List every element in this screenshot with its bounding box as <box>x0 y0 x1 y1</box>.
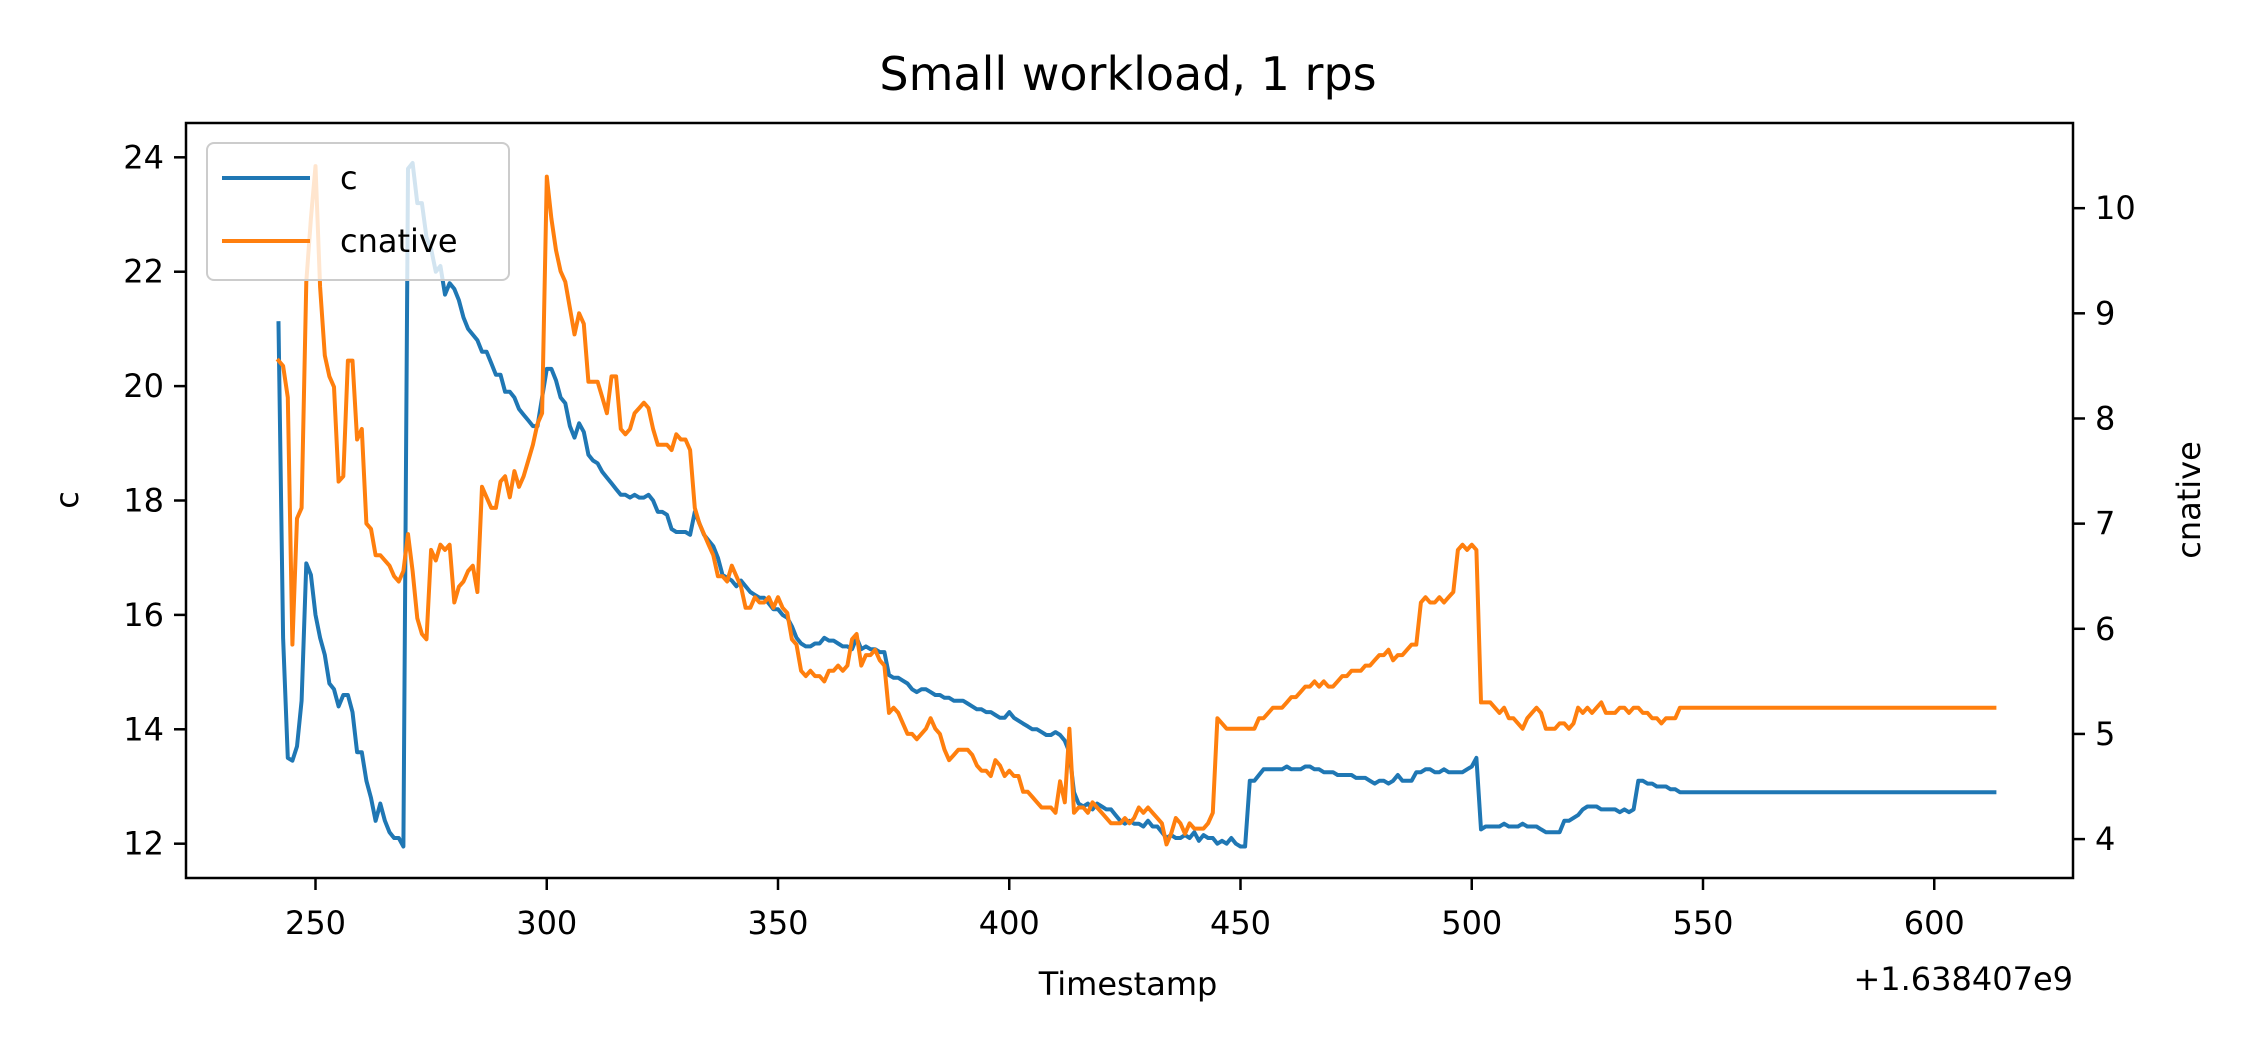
left-y-axis-ticks: 12 14 16 18 20 22 24 <box>123 138 186 863</box>
legend-label-cnative: cnative <box>340 222 458 260</box>
x-tick-label: 300 <box>516 904 577 942</box>
right-y-tick-label: 8 <box>2095 399 2115 437</box>
legend-label-c: c <box>340 159 358 197</box>
x-tick-label: 350 <box>747 904 808 942</box>
left-y-axis-label: c <box>48 491 86 509</box>
left-y-tick-label: 12 <box>123 825 164 863</box>
left-y-tick-label: 14 <box>123 710 164 748</box>
right-y-tick-label: 7 <box>2095 505 2115 543</box>
right-y-tick-label: 6 <box>2095 610 2115 648</box>
left-y-tick-label: 24 <box>123 138 164 176</box>
x-tick-label: 500 <box>1441 904 1502 942</box>
left-y-tick-label: 20 <box>123 367 164 405</box>
right-y-tick-label: 4 <box>2095 820 2115 858</box>
legend: c cnative <box>206 142 510 281</box>
series-line-cnative <box>275 164 1997 847</box>
x-tick-label: 250 <box>285 904 346 942</box>
right-y-tick-label: 9 <box>2095 294 2115 332</box>
x-tick-label: 550 <box>1672 904 1733 942</box>
x-tick-label: 600 <box>1904 904 1965 942</box>
left-y-tick-label: 16 <box>123 596 164 634</box>
x-tick-label: 450 <box>1210 904 1271 942</box>
series-line-c <box>276 161 1997 849</box>
right-y-tick-label: 10 <box>2095 189 2136 227</box>
x-tick-label: 400 <box>979 904 1040 942</box>
left-y-tick-label: 18 <box>123 482 164 520</box>
x-axis-ticks: 250 300 350 400 450 500 550 600 <box>285 878 1965 942</box>
x-axis-label: Timestamp <box>1038 965 1218 1003</box>
series-layer <box>275 161 1997 849</box>
right-y-axis-ticks: 4 5 6 7 8 9 10 <box>2073 189 2136 858</box>
chart-title: Small workload, 1 rps <box>879 47 1376 101</box>
left-y-tick-label: 22 <box>123 253 164 291</box>
right-y-axis-label: cnative <box>2170 441 2208 559</box>
right-y-tick-label: 5 <box>2095 715 2115 753</box>
x-axis-offset-label: +1.638407e9 <box>1853 960 2073 998</box>
